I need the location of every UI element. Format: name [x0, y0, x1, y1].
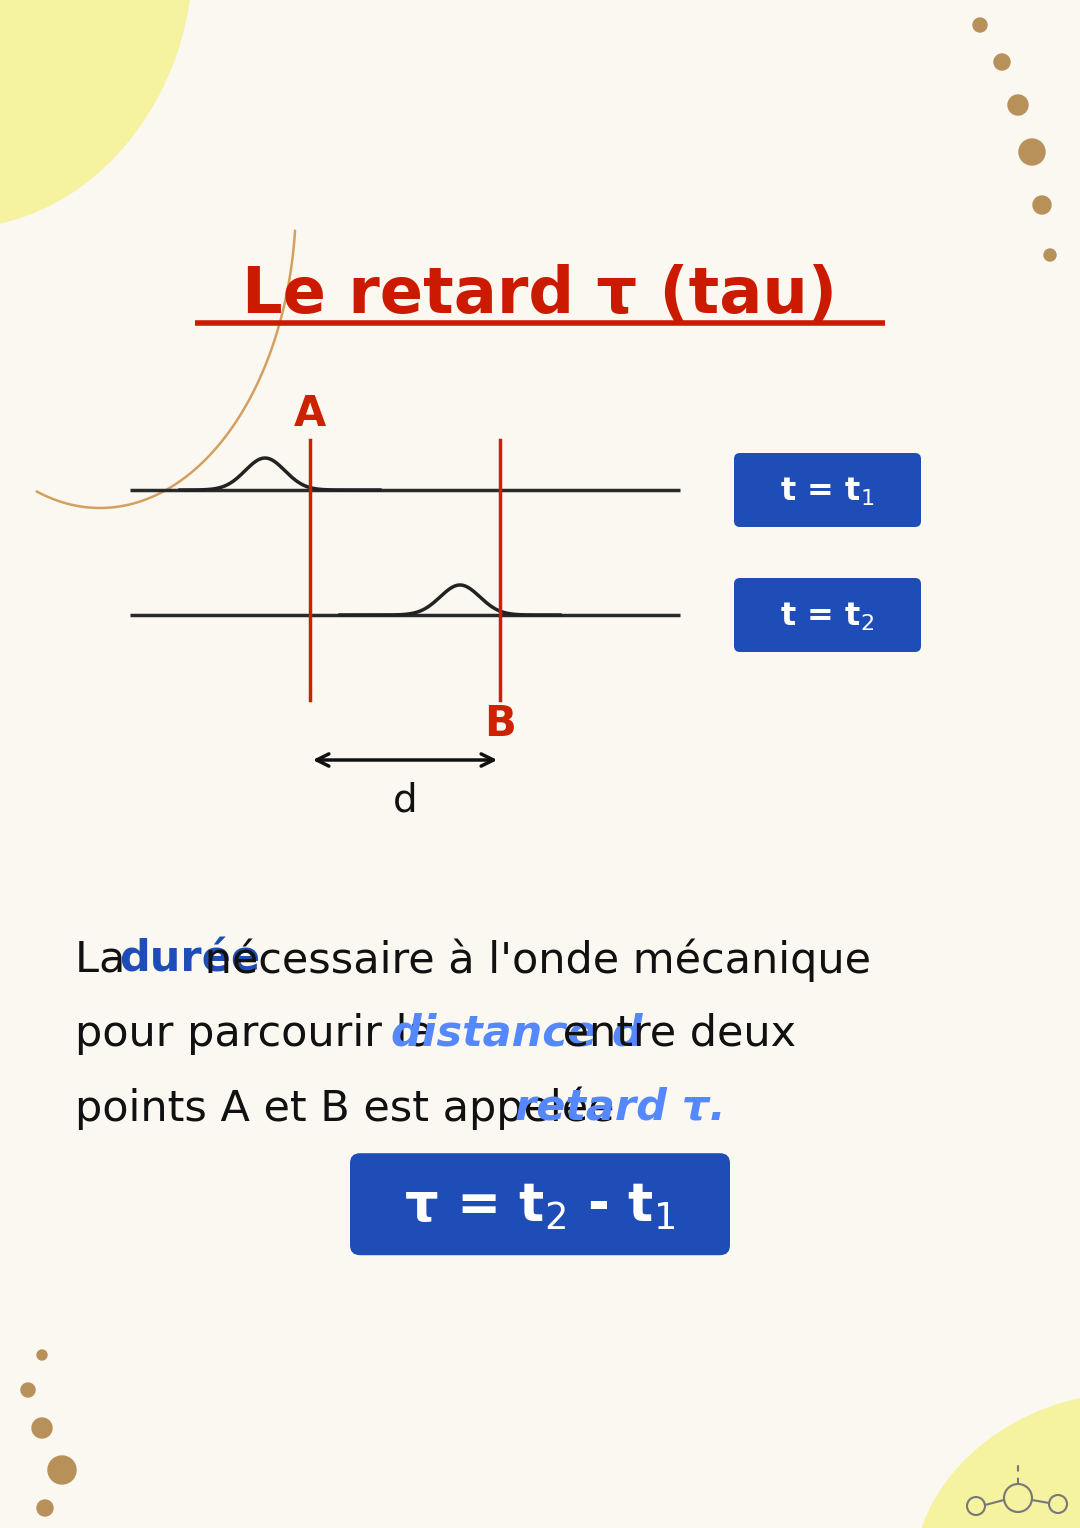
Circle shape — [21, 1383, 35, 1397]
Text: entre deux: entre deux — [549, 1013, 796, 1054]
Circle shape — [48, 1456, 76, 1484]
Text: Le retard τ (tau): Le retard τ (tau) — [242, 264, 838, 325]
Text: retard τ.: retard τ. — [515, 1086, 726, 1129]
Text: points A et B est appelée: points A et B est appelée — [75, 1086, 629, 1129]
Circle shape — [37, 1500, 53, 1516]
Circle shape — [994, 53, 1010, 70]
Text: durée: durée — [119, 940, 260, 981]
Circle shape — [1008, 95, 1028, 115]
Text: t = t$_2$: t = t$_2$ — [781, 601, 875, 633]
FancyBboxPatch shape — [734, 578, 921, 652]
Circle shape — [32, 1418, 52, 1438]
Circle shape — [973, 18, 987, 32]
Circle shape — [1044, 249, 1056, 261]
FancyBboxPatch shape — [350, 1154, 730, 1254]
Circle shape — [1032, 196, 1051, 214]
Text: B: B — [484, 703, 516, 746]
Text: distance d: distance d — [391, 1013, 643, 1054]
Text: d: d — [393, 781, 417, 819]
Ellipse shape — [915, 1394, 1080, 1528]
Text: t = t$_1$: t = t$_1$ — [781, 475, 875, 509]
Text: A: A — [294, 393, 326, 435]
Text: τ = t$_2$ - t$_1$: τ = t$_2$ - t$_1$ — [404, 1180, 676, 1232]
Circle shape — [1020, 139, 1045, 165]
Text: La: La — [75, 940, 139, 981]
Circle shape — [37, 1351, 48, 1360]
Text: nécessaire à l'onde mécanique: nécessaire à l'onde mécanique — [191, 938, 870, 983]
Ellipse shape — [0, 0, 193, 228]
Text: pour parcourir la: pour parcourir la — [75, 1013, 447, 1054]
FancyBboxPatch shape — [734, 452, 921, 527]
